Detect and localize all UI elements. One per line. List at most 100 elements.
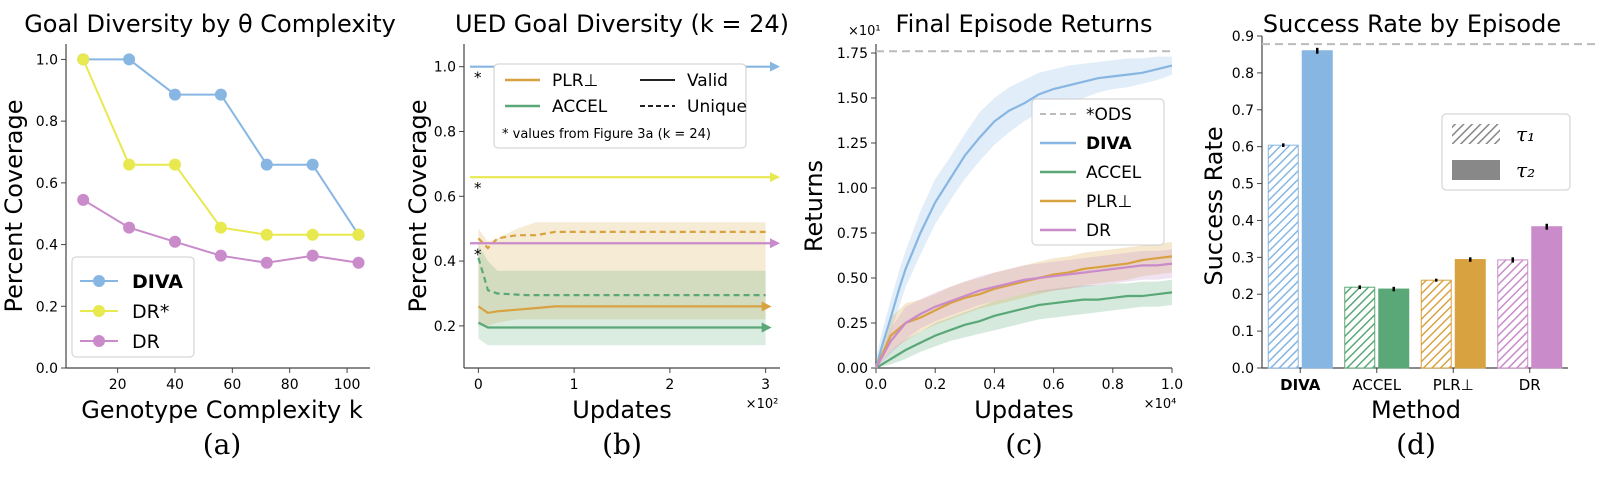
- panel-b-title: UED Goal Diversity (k = 24): [455, 10, 789, 38]
- legend-tau1-swatch: [1452, 124, 1500, 144]
- panel-b-y-tick-label: 0.6: [434, 189, 456, 205]
- panel-c-y-tick-label: 1.75: [837, 46, 868, 62]
- reference-dr-marker: *: [474, 245, 482, 263]
- panel-c-y-tick-label: 0.25: [837, 316, 868, 332]
- panel-d-plot: [1262, 43, 1596, 369]
- panel-a-caption: (a): [203, 428, 242, 461]
- panel-d-x-tick-label: ACCEL: [1352, 376, 1401, 394]
- legend-c-diva-label: DIVA: [1086, 134, 1132, 154]
- reference-diva-marker: *: [474, 69, 482, 87]
- panel-c-y-tick-label: 1.25: [837, 136, 868, 152]
- series-dr-band: [876, 249, 1172, 368]
- panel-d-ylabel: Success Rate: [1200, 126, 1228, 285]
- panel-b-x-tick-label: 2: [665, 377, 674, 393]
- bar-plr-tau1: [1420, 279, 1452, 369]
- panel-d-y-tick-label: 0.5: [1232, 177, 1254, 193]
- series-dr-point: [352, 256, 365, 269]
- series-plr-solid-line: [477, 305, 766, 315]
- panel-c-x-tick-label: 0.2: [924, 377, 946, 393]
- panel-b-ylabel: Percent Coverage: [404, 100, 432, 313]
- panel-a-legend: DIVA DR* DR: [71, 256, 195, 358]
- series-diva-point: [123, 53, 136, 66]
- bar-diva-tau2: [1301, 50, 1333, 369]
- legend-dr-marker: [93, 335, 105, 347]
- panel-a-x-tick-label: 60: [223, 377, 241, 393]
- series-dr-point: [352, 228, 365, 241]
- series-dr-point: [123, 221, 136, 234]
- panel-c-x-tick-label: 0.6: [1042, 377, 1064, 393]
- panel-b-y-tick-label: 0.8: [434, 124, 456, 140]
- panel-d-title: Success Rate by Episode: [1263, 10, 1561, 38]
- panel-c-legend: *ODS DIVA ACCEL PLR⊥ DR: [1031, 98, 1165, 246]
- series-diva-band: [876, 56, 1172, 368]
- panel-b-axes: 0.2 0.4 0.6 0.8 1.0 0 1 2 3: [434, 44, 780, 393]
- series-accel-band: [876, 279, 1172, 368]
- series-dr-point: [214, 249, 227, 262]
- panel-b-x-tick-label: 3: [761, 377, 770, 393]
- panel-a-plot: [77, 53, 365, 269]
- panel-c-x-scale: ×10⁴: [1144, 397, 1177, 412]
- legend-tau2-label: τ₂: [1516, 158, 1535, 182]
- series-plr-arrow: [761, 301, 772, 312]
- legend-c-plr-label: PLR⊥: [1086, 192, 1132, 212]
- legend-diva-label: DIVA: [132, 271, 183, 293]
- series-diva-point: [260, 158, 273, 171]
- bar-accel-tau2: [1378, 288, 1410, 369]
- series-plr-line: [874, 255, 1173, 369]
- panel-a-xlabel: Genotype Complexity k: [81, 396, 363, 424]
- panel-b-caption: (b): [602, 428, 642, 461]
- series-dr-point: [260, 228, 273, 241]
- series-accel-arrow: [761, 322, 772, 333]
- panel-c-caption: (c): [1005, 428, 1043, 461]
- panel-b: UED Goal Diversity (k = 24) Percent Cove…: [404, 10, 789, 461]
- bar-diva-tau1: [1267, 144, 1299, 369]
- panel-c-legend-box: [1031, 98, 1165, 246]
- panel-c-title: Final Episode Returns: [896, 10, 1153, 38]
- panel-d-x-tick-label: DIVA: [1280, 376, 1321, 394]
- panel-c-y-scale: ×10¹: [848, 24, 881, 39]
- legend-valid-label: Valid: [687, 71, 728, 91]
- legend-unique-label: Unique: [687, 97, 747, 117]
- panel-d-y-tick-label: 0.4: [1232, 213, 1254, 229]
- panel-d-y-tick-label: 0.6: [1232, 140, 1254, 156]
- panel-d-x-tick-label: DR: [1519, 376, 1541, 394]
- panel-a-ylabel: Percent Coverage: [0, 100, 28, 313]
- series-diva-line: [874, 64, 1173, 369]
- panel-d-y-tick-label: 0.7: [1232, 103, 1254, 119]
- panel-a-y-tick-label: 1.0: [36, 52, 58, 68]
- series-dr-point: [214, 221, 227, 234]
- panel-d-y-tick-label: 0.2: [1232, 287, 1254, 303]
- panel-a-y-tick-label: 0.8: [36, 114, 58, 130]
- series-dr-point: [168, 158, 181, 171]
- panel-c-x-tick-label: 0.4: [983, 377, 1005, 393]
- panel-b-footnote: * values from Figure 3a (k = 24): [502, 127, 711, 142]
- panel-d-y-tick-label: 0.3: [1232, 250, 1254, 266]
- legend-c-accel-label: ACCEL: [1086, 163, 1142, 183]
- panel-c-x-tick-label: 1.0: [1161, 377, 1183, 393]
- reference-dr-arrow: [770, 172, 780, 183]
- bar-dr-tau2: [1531, 226, 1563, 369]
- panel-d-y-tick-label: 0.8: [1232, 66, 1254, 82]
- panel-c-xlabel: Updates: [974, 396, 1073, 424]
- series-accel-line: [875, 291, 1173, 369]
- panel-b-y-tick-label: 0.2: [434, 319, 456, 335]
- series-plr-band: [478, 222, 766, 326]
- series-accel-solid-line: [477, 321, 766, 329]
- panel-b-x-tick-label: 1: [570, 377, 579, 393]
- panel-d-y-tick-label: 0.9: [1232, 29, 1254, 45]
- legend-dr-label: DR: [132, 331, 160, 353]
- series-diva-point: [168, 88, 181, 101]
- series-dr-point: [168, 235, 181, 248]
- panel-a-x-tick-label: 40: [166, 377, 184, 393]
- panel-a-title: Goal Diversity by θ Complexity: [24, 10, 396, 38]
- panel-a-x-tick-label: 100: [334, 377, 361, 393]
- panel-a-x-tick-label: 20: [109, 377, 127, 393]
- panel-c-plot: [874, 50, 1173, 369]
- panel-c-axes: 0.00 0.25 0.50 0.75 1.00 1.25 1.50 1.75 0.0 0.2 0.…: [837, 44, 1183, 393]
- panel-c-y-tick-label: 1.50: [837, 91, 868, 107]
- reference-dr-arrow: [770, 238, 780, 249]
- legend-drstar-marker: [93, 305, 105, 317]
- legend-accel-label: ACCEL: [552, 97, 608, 117]
- legend-diva-marker: [93, 275, 105, 287]
